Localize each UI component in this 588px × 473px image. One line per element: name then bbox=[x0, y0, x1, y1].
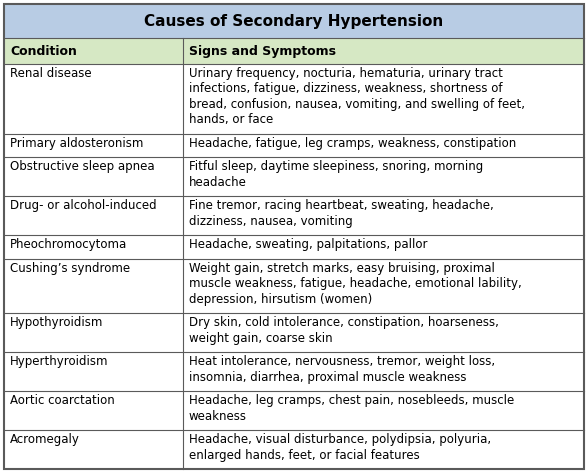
Text: Primary aldosteronism: Primary aldosteronism bbox=[10, 137, 143, 150]
Bar bbox=[4, 259, 183, 313]
Text: Pheochromocytoma: Pheochromocytoma bbox=[10, 238, 127, 251]
Bar bbox=[183, 133, 584, 157]
Bar bbox=[4, 38, 183, 64]
Bar bbox=[4, 157, 183, 196]
Bar bbox=[4, 4, 584, 38]
Bar bbox=[4, 391, 183, 430]
Text: Drug- or alcohol-induced: Drug- or alcohol-induced bbox=[10, 199, 156, 212]
Text: Urinary frequency, nocturia, hematuria, urinary tract
infections, fatigue, dizzi: Urinary frequency, nocturia, hematuria, … bbox=[189, 67, 524, 126]
Bar bbox=[4, 196, 183, 235]
Bar bbox=[183, 64, 584, 133]
Bar bbox=[183, 38, 584, 64]
Text: Cushing’s syndrome: Cushing’s syndrome bbox=[10, 262, 130, 275]
Bar bbox=[4, 313, 183, 352]
Bar bbox=[4, 133, 183, 157]
Text: Hyperthyroidism: Hyperthyroidism bbox=[10, 355, 109, 368]
Bar bbox=[183, 430, 584, 469]
Text: Headache, leg cramps, chest pain, nosebleeds, muscle
weakness: Headache, leg cramps, chest pain, nosebl… bbox=[189, 394, 514, 423]
Text: Acromegaly: Acromegaly bbox=[10, 433, 80, 446]
Bar bbox=[4, 64, 183, 133]
Text: Dry skin, cold intolerance, constipation, hoarseness,
weight gain, coarse skin: Dry skin, cold intolerance, constipation… bbox=[189, 316, 499, 345]
Text: Obstructive sleep apnea: Obstructive sleep apnea bbox=[10, 160, 155, 173]
Bar bbox=[183, 352, 584, 391]
Text: Headache, sweating, palpitations, pallor: Headache, sweating, palpitations, pallor bbox=[189, 238, 427, 251]
Text: Heat intolerance, nervousness, tremor, weight loss,
insomnia, diarrhea, proximal: Heat intolerance, nervousness, tremor, w… bbox=[189, 355, 495, 384]
Text: Headache, fatigue, leg cramps, weakness, constipation: Headache, fatigue, leg cramps, weakness,… bbox=[189, 137, 516, 150]
Text: Renal disease: Renal disease bbox=[10, 67, 92, 80]
Bar bbox=[183, 196, 584, 235]
Bar bbox=[4, 352, 183, 391]
Bar bbox=[4, 430, 183, 469]
Text: Condition: Condition bbox=[10, 44, 77, 58]
Bar bbox=[183, 313, 584, 352]
Text: Fine tremor, racing heartbeat, sweating, headache,
dizziness, nausea, vomiting: Fine tremor, racing heartbeat, sweating,… bbox=[189, 199, 493, 228]
Text: Weight gain, stretch marks, easy bruising, proximal
muscle weakness, fatigue, he: Weight gain, stretch marks, easy bruisin… bbox=[189, 262, 522, 306]
Text: Fitful sleep, daytime sleepiness, snoring, morning
headache: Fitful sleep, daytime sleepiness, snorin… bbox=[189, 160, 483, 189]
Text: Causes of Secondary Hypertension: Causes of Secondary Hypertension bbox=[145, 14, 443, 29]
Bar bbox=[183, 259, 584, 313]
Text: Signs and Symptoms: Signs and Symptoms bbox=[189, 44, 336, 58]
Bar bbox=[4, 235, 183, 259]
Bar bbox=[183, 391, 584, 430]
Text: Aortic coarctation: Aortic coarctation bbox=[10, 394, 115, 407]
Bar bbox=[183, 235, 584, 259]
Text: Headache, visual disturbance, polydipsia, polyuria,
enlarged hands, feet, or fac: Headache, visual disturbance, polydipsia… bbox=[189, 433, 491, 462]
Bar bbox=[183, 157, 584, 196]
Text: Hypothyroidism: Hypothyroidism bbox=[10, 316, 103, 329]
